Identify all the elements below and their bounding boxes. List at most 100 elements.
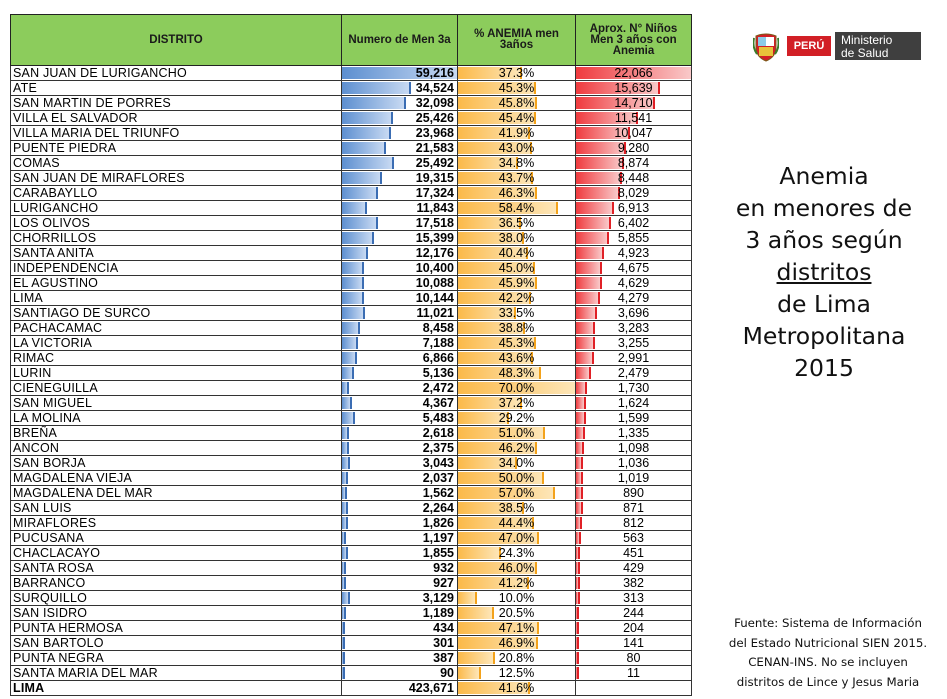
cell-ninos-bar	[576, 112, 639, 124]
source-note: Fuente: Sistema de Información del Estad…	[712, 614, 944, 692]
cell-ninos: 1,730	[575, 380, 692, 396]
cell-numero: 4,367	[341, 395, 458, 411]
cell-ninos-text: 141	[623, 635, 644, 650]
table-row: LURIGANCHO 11,843 58.4% 6,913	[10, 200, 692, 216]
cell-ninos-text: 8,874	[617, 155, 650, 170]
cell-anemia-pct-text: 45.4%	[498, 110, 535, 125]
total-numero: 423,671	[341, 680, 458, 696]
cell-anemia-pct-bar	[458, 67, 523, 79]
table-row: SAN MARTIN DE PORRES 32,098 45.8% 14,710	[10, 95, 692, 111]
table-row: SANTA ANITA 12,176 40.4% 4,923	[10, 245, 692, 261]
cell-numero-bar	[342, 652, 346, 664]
cell-ninos-text: 8,448	[617, 170, 650, 185]
cell-anemia-pct-bar	[458, 172, 534, 184]
cell-distrito-text: CARABAYLLO	[13, 185, 98, 200]
cell-numero: 10,088	[341, 275, 458, 291]
cell-anemia-pct-bar	[458, 427, 546, 439]
cell-numero-text: 434	[433, 620, 454, 635]
header-ninos-anemia: Aprox. N° Niños Men 3 años con Anemia	[575, 14, 692, 66]
total-ninos	[575, 680, 692, 696]
cell-ninos-bar	[576, 412, 587, 424]
cell-numero-bar	[342, 232, 374, 244]
total-distrito-text: LIMA	[13, 680, 45, 695]
cell-numero-text: 17,324	[415, 185, 454, 200]
cell-distrito: PUENTE PIEDRA	[10, 140, 342, 156]
title-line7: 2015	[794, 354, 854, 382]
cell-ninos-bar	[576, 127, 631, 139]
cell-anemia-pct: 51.0%	[457, 425, 576, 441]
cell-ninos-text: 1,335	[617, 425, 650, 440]
cell-anemia-pct-bar	[458, 112, 536, 124]
cell-anemia-pct: 44.4%	[457, 515, 576, 531]
cell-ninos: 4,675	[575, 260, 692, 276]
cell-numero-text: 1,562	[422, 485, 454, 500]
cell-anemia-pct: 43.6%	[457, 350, 576, 366]
cell-numero-text: 1,855	[422, 545, 454, 560]
cell-distrito: SAN JUAN DE LURIGANCHO	[10, 65, 342, 81]
cell-numero-bar	[342, 187, 378, 199]
ministerio-line1: Ministerio	[841, 33, 893, 47]
cell-ninos-bar	[576, 307, 598, 319]
cell-anemia-pct-text: 47.0%	[498, 530, 535, 545]
cell-ninos-text: 22,066	[614, 65, 653, 80]
cell-ninos-text: 313	[623, 590, 644, 605]
cell-distrito: CIENEGUILLA	[10, 380, 342, 396]
cell-anemia-pct: 45.4%	[457, 110, 576, 126]
cell-distrito-text: ANCON	[13, 440, 60, 455]
cell-anemia-pct: 45.9%	[457, 275, 576, 291]
table-row: LA MOLINA 5,483 29.2% 1,599	[10, 410, 692, 426]
cell-ninos: 1,624	[575, 395, 692, 411]
cell-numero: 434	[341, 620, 458, 636]
cell-numero-bar	[342, 382, 349, 394]
cell-anemia-pct-bar	[458, 232, 524, 244]
cell-distrito: SAN BORJA	[10, 455, 342, 471]
cell-anemia-pct: 41.9%	[457, 125, 576, 141]
cell-ninos-text: 429	[623, 560, 644, 575]
cell-anemia-pct-text: 38.5%	[498, 500, 535, 515]
cell-ninos-bar	[576, 502, 583, 514]
header-anemia-pct: % ANEMIA men 3años	[457, 14, 576, 66]
cell-distrito: SANTA ROSA	[10, 560, 342, 576]
cell-distrito-text: EL AGUSTINO	[13, 275, 99, 290]
cell-numero: 6,866	[341, 350, 458, 366]
cell-numero-bar	[342, 547, 348, 559]
cell-anemia-pct: 12.5%	[457, 665, 576, 681]
cell-anemia-pct-text: 38.8%	[498, 320, 535, 335]
cell-numero-text: 927	[433, 575, 454, 590]
cell-ninos-text: 1,599	[617, 410, 650, 425]
cell-ninos-bar	[576, 247, 604, 259]
cell-distrito: SAN ISIDRO	[10, 605, 342, 621]
cell-distrito: LURIN	[10, 365, 342, 381]
cell-anemia-pct-bar	[458, 667, 481, 679]
cell-distrito: LA MOLINA	[10, 410, 342, 426]
cell-anemia-pct: 20.5%	[457, 605, 576, 621]
cell-numero: 34,524	[341, 80, 458, 96]
cell-ninos: 5,855	[575, 230, 692, 246]
cell-distrito: RIMAC	[10, 350, 342, 366]
table-row: PUENTE PIEDRA 21,583 43.0% 9,280	[10, 140, 692, 156]
cell-anemia-pct: 38.0%	[457, 230, 576, 246]
cell-numero-bar	[342, 127, 391, 139]
cell-anemia-pct-bar	[458, 307, 516, 319]
cell-ninos-bar	[576, 262, 603, 274]
cell-anemia-pct-text: 46.9%	[498, 635, 535, 650]
cell-anemia-pct-bar	[458, 142, 532, 154]
peru-coat-of-arms-icon	[753, 33, 779, 62]
cell-anemia-pct-bar	[458, 322, 525, 334]
cell-anemia-pct-bar	[458, 277, 537, 289]
cell-ninos-text: 5,855	[617, 230, 650, 245]
cell-ninos: 3,255	[575, 335, 692, 351]
cell-numero: 1,197	[341, 530, 458, 546]
cell-ninos: 429	[575, 560, 692, 576]
cell-numero-text: 3,129	[422, 590, 454, 605]
cell-ninos: 141	[575, 635, 692, 651]
cell-anemia-pct-text: 38.0%	[498, 230, 535, 245]
cell-ninos-text: 10,047	[614, 125, 653, 140]
cell-anemia-pct-text: 45.3%	[498, 335, 535, 350]
cell-anemia-pct-text: 43.7%	[498, 170, 535, 185]
cell-anemia-pct-bar	[458, 457, 517, 469]
cell-anemia-pct: 45.3%	[457, 335, 576, 351]
cell-numero: 25,426	[341, 110, 458, 126]
cell-anemia-pct: 42.2%	[457, 290, 576, 306]
cell-ninos-bar	[576, 277, 603, 289]
